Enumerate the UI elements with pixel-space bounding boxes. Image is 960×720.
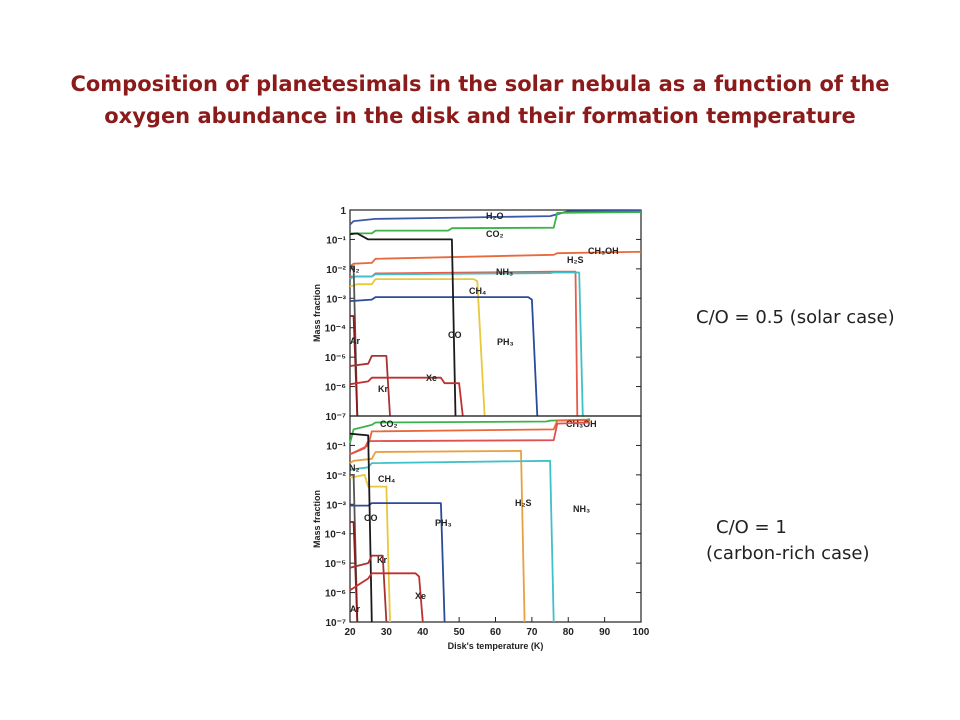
bottom-series-kr: [349, 554, 388, 623]
top-y-tick-label: 1: [340, 206, 346, 217]
bottom-series-label-kr: Kr: [377, 555, 387, 565]
bottom-plot-frame: [349, 415, 642, 623]
bottom-series-label-n2: N₂: [349, 463, 360, 473]
top-series-label-ph3: PH₃: [497, 337, 514, 347]
bottom-x-tick-label: 70: [526, 627, 538, 638]
top-y-axis-label: Mass fraction: [312, 284, 322, 342]
bottom-series-label-co2: CO₂: [380, 419, 398, 429]
top-series-kr: [349, 354, 391, 417]
bottom-series-label-ch3oh: CH₃OH: [566, 419, 597, 429]
case-label-solar: C/O = 0.5 (solar case): [696, 307, 895, 328]
bottom-series-label-ph3: PH₃: [435, 518, 452, 528]
top-y-tick-label: 10⁻⁶: [325, 383, 346, 394]
bottom-y-tick-label: 10⁻⁶: [325, 589, 346, 600]
top-series-label-nh3: NH₃: [496, 267, 513, 277]
bottom-y-tick-label: 10⁻¹: [326, 441, 346, 452]
bottom-series-nh3: [349, 459, 555, 623]
bottom-series-label-nh3: NH₃: [573, 504, 590, 514]
bottom-series-ch4: [349, 473, 391, 623]
bottom-x-tick-label: 40: [417, 627, 429, 638]
bottom-series-ar: [350, 521, 359, 623]
case-label-carbon-rich-line1: C/O = 1: [716, 517, 787, 538]
bottom-x-tick-label: 60: [490, 627, 502, 638]
top-series-nh3: [349, 271, 584, 417]
bottom-series-label-xe: Xe: [415, 591, 426, 601]
bottom-x-tick-label: 30: [381, 627, 393, 638]
top-y-tick-label: 10⁻⁴: [325, 324, 346, 335]
bottom-y-axis-label: Mass fraction: [312, 490, 322, 548]
top-series-ch4: [349, 278, 486, 417]
bottom-series-label-ch4: CH₄: [378, 474, 395, 484]
bottom-series-h2s: [349, 449, 526, 623]
top-y-tick-label: 10⁻¹: [326, 235, 346, 246]
bottom-x-tick-label: 20: [344, 627, 356, 638]
top-series-co2: [350, 211, 642, 235]
top-y-tick-label: 10⁻²: [326, 265, 346, 276]
top-series-ph3: [349, 296, 539, 417]
bottom-x-axis-label: Disk's temperature (K): [448, 641, 544, 651]
bottom-series-xe: [349, 572, 424, 623]
top-series-label-h2s: H₂S: [567, 255, 584, 265]
top-y-tick-label: 10⁻⁵: [325, 353, 346, 364]
top-series-label-n2: N₂: [349, 264, 360, 274]
case-label-carbon-rich-line2: (carbon-rich case): [706, 543, 870, 564]
top-series-ch3oh: [349, 250, 642, 268]
top-series-co: [349, 232, 457, 417]
bottom-series-label-co: CO: [364, 513, 378, 523]
top-series-label-co2: CO₂: [486, 229, 504, 239]
slide-title: Composition of planetesimals in the sola…: [60, 68, 900, 132]
bottom-y-tick-label: 10⁻⁵: [325, 559, 346, 570]
bottom-y-tick-label: 10⁻⁷: [325, 618, 346, 629]
slide-title-line1: Composition of planetesimals in the sola…: [70, 72, 890, 96]
top-plot-frame: [349, 209, 642, 417]
top-series-label-co: CO: [448, 330, 462, 340]
bottom-y-tick-label: 10⁻²: [326, 471, 346, 482]
top-series-label-h2o: H₂O: [486, 211, 504, 221]
bottom-series-label-ar: Ar: [350, 604, 360, 614]
bottom-y-tick-label: 10⁻³: [326, 500, 346, 511]
slide-title-line2: oxygen abundance in the disk and their f…: [104, 104, 856, 128]
top-series-label-ch4: CH₄: [469, 286, 486, 296]
top-y-tick-label: 10⁻³: [326, 294, 346, 305]
top-series-xe: [349, 376, 464, 417]
bottom-x-tick-label: 50: [454, 627, 466, 638]
bottom-series-ph3: [350, 502, 446, 623]
top-series-h2o: [349, 209, 642, 226]
top-series-h2s: [350, 270, 579, 417]
top-series-label-xe: Xe: [426, 373, 437, 383]
bottom-series-unlabeled: [349, 421, 591, 456]
bottom-y-tick-label: 10⁻⁴: [325, 530, 346, 541]
top-series-label-kr: Kr: [378, 384, 388, 394]
bottom-series-label-h2s: H₂S: [515, 498, 532, 508]
top-y-tick-label: 10⁻⁷: [325, 412, 346, 423]
bottom-x-tick-label: 100: [633, 627, 650, 638]
bottom-x-tick-label: 90: [599, 627, 611, 638]
top-series-label-ch3oh: CH₃OH: [588, 246, 619, 256]
bottom-x-tick-label: 80: [563, 627, 575, 638]
top-series-label-ar: Ar: [350, 336, 360, 346]
